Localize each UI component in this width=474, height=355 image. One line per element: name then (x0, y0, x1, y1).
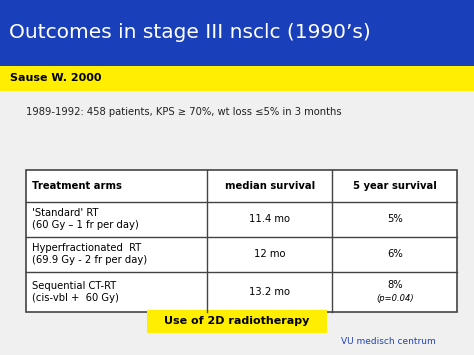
Text: (69.9 Gy - 2 fr per day): (69.9 Gy - 2 fr per day) (32, 255, 147, 265)
Text: 12 mo: 12 mo (254, 249, 285, 259)
Bar (0, 0, 474, 66)
Text: 8%: 8% (387, 280, 403, 290)
Text: Treatment arms: Treatment arms (32, 181, 122, 191)
Text: 6%: 6% (387, 249, 403, 259)
Text: Sequential CT-RT: Sequential CT-RT (32, 281, 116, 291)
Text: 5%: 5% (387, 214, 403, 224)
Text: VU medisch centrum: VU medisch centrum (341, 337, 436, 346)
Text: (60 Gy – 1 fr per day): (60 Gy – 1 fr per day) (32, 220, 138, 230)
Text: Sause W. 2000: Sause W. 2000 (10, 73, 102, 83)
Text: 11.4 mo: 11.4 mo (249, 214, 290, 224)
Text: (cis-vbl +  60 Gy): (cis-vbl + 60 Gy) (32, 293, 118, 303)
Text: Hyperfractionated  RT: Hyperfractionated RT (32, 243, 141, 253)
Text: Outcomes in stage III nsclc (1990’s): Outcomes in stage III nsclc (1990’s) (9, 23, 370, 42)
Text: (p=0.04): (p=0.04) (376, 294, 414, 303)
Bar (147, 310, 327, 333)
Text: Use of 2D radiotherapy: Use of 2D radiotherapy (164, 316, 310, 326)
Text: 5 year survival: 5 year survival (353, 181, 437, 191)
Bar (26, 170, 457, 312)
Text: 13.2 mo: 13.2 mo (249, 287, 290, 297)
Text: 'Standard' RT: 'Standard' RT (32, 208, 98, 218)
Bar (0, 66, 474, 91)
Text: 1989-1992: 458 patients, KPS ≥ 70%, wt loss ≤5% in 3 months: 1989-1992: 458 patients, KPS ≥ 70%, wt l… (26, 107, 342, 117)
Text: median survival: median survival (225, 181, 315, 191)
